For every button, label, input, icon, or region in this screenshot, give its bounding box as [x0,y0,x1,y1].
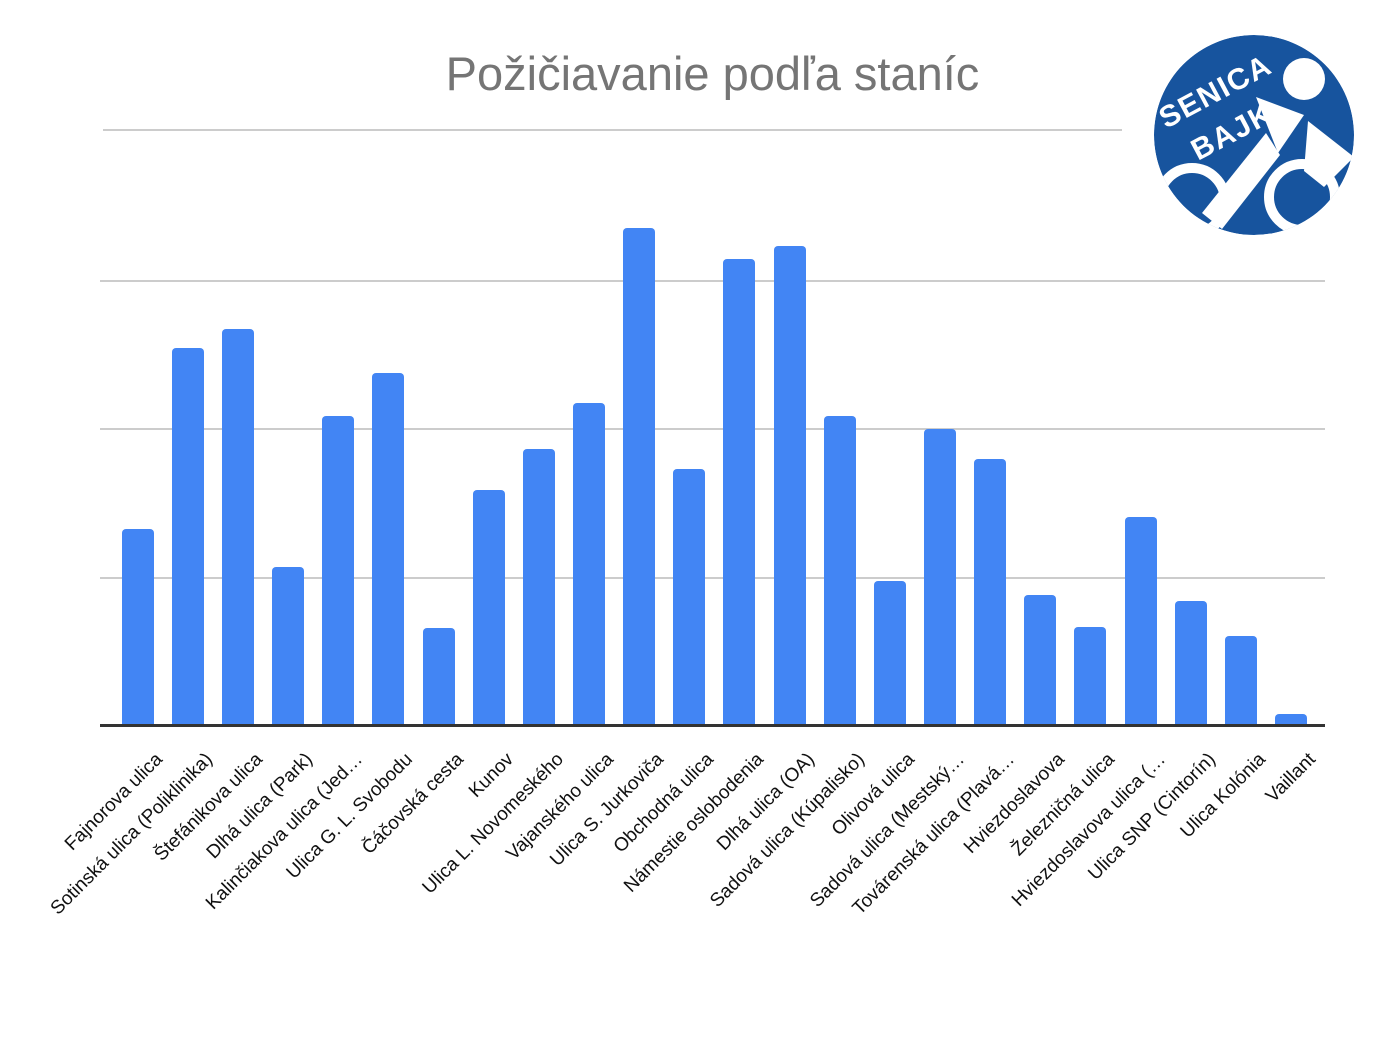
bar-24[interactable] [1274,714,1307,726]
cyclist-body-icon [1256,97,1304,153]
chart-canvas: Požičiavanie podľa staníc Fajnorova ulic… [46,35,1354,919]
bar-21[interactable] [1124,517,1157,726]
bar-5[interactable] [322,416,355,726]
cyclist-head-icon [1283,58,1325,100]
bar-2[interactable] [171,348,204,726]
bar-12[interactable] [673,469,706,726]
bar-7[interactable] [422,628,455,726]
gridline [100,428,1325,431]
bar-16[interactable] [873,581,906,726]
bar-14[interactable] [773,246,806,726]
title-separator [103,129,1122,131]
bar-22[interactable] [1174,601,1207,726]
bar-13[interactable] [723,259,756,726]
bar-1[interactable] [121,529,154,726]
bar-6[interactable] [372,373,405,726]
bar-23[interactable] [1224,636,1257,726]
bar-11[interactable] [623,228,656,726]
gridline [100,576,1325,579]
bar-19[interactable] [1024,595,1057,726]
bar-4[interactable] [272,567,305,726]
bar-10[interactable] [573,403,605,726]
bar-3[interactable] [222,329,254,726]
bar-20[interactable] [1074,627,1107,726]
x-axis-line [100,724,1325,727]
gridline [100,280,1325,283]
bar-18[interactable] [974,459,1007,726]
bar-9[interactable] [522,449,555,726]
chart-title: Požičiavanie podľa staníc [445,47,980,100]
senica-bajk-logo: SENICA BAJK [1154,35,1354,235]
bar-15[interactable] [823,416,856,726]
bar-17[interactable] [923,429,956,726]
bar-8[interactable] [472,490,505,726]
